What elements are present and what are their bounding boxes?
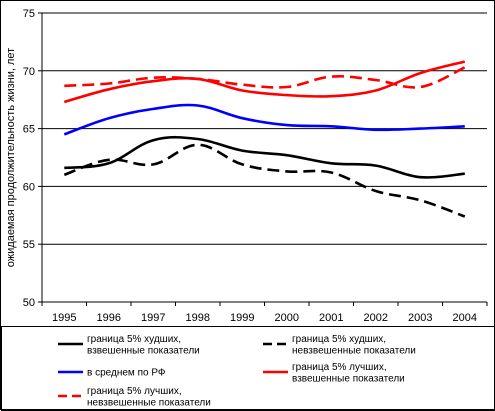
x-tick-label: 2003 <box>408 312 432 324</box>
x-tick-label: 1999 <box>230 312 254 324</box>
x-tick-label: 1995 <box>52 312 76 324</box>
legend-label-4: граница 5% лучших, <box>292 362 387 373</box>
legend-label-5: граница 5% лучших, <box>87 386 182 397</box>
y-axis-label: ожидаемая продолжительность жизни, лет <box>5 48 17 267</box>
legend-box <box>1 326 495 411</box>
y-tick-label: 55 <box>23 239 35 251</box>
grid-lines <box>42 12 487 245</box>
x-tick-label: 2004 <box>453 312 477 324</box>
axes <box>38 12 488 306</box>
legend-label-2: граница 5% худших, <box>292 334 386 345</box>
series-line-4 <box>63 60 466 104</box>
x-tick-label: 2000 <box>275 312 299 324</box>
legend-label-1: взвешенные показатели <box>87 346 200 357</box>
legend-label-5: невзвешенные показатели <box>87 398 211 409</box>
x-tick-label: 1996 <box>97 312 121 324</box>
y-tick-label: 75 <box>23 8 35 20</box>
series-line-3 <box>63 103 465 136</box>
legend-label-3: в среднем по РФ <box>87 368 166 379</box>
x-tick-label: 1998 <box>186 312 210 324</box>
y-tick-label: 65 <box>23 124 35 136</box>
legend-label-1: граница 5% худших, <box>87 334 181 345</box>
legend-label-2: невзвешенные показатели <box>292 346 416 357</box>
tick-labels: 50 55 60 65 70 75 1995 1996 1997 1998 1999 2000 2001… <box>23 8 477 324</box>
legend: граница 5% худших,взвешенные показателиг… <box>1 326 495 411</box>
series-line-2 <box>63 143 466 218</box>
x-tick-label: 1997 <box>141 312 165 324</box>
x-tick-label: 2001 <box>319 312 343 324</box>
series-line-1 <box>64 135 465 179</box>
y-tick-label: 60 <box>23 181 35 193</box>
data-series <box>63 60 466 218</box>
y-tick-label: 70 <box>23 66 35 78</box>
legend-label-4: взвешенные показатели <box>292 374 405 385</box>
x-tick-label: 2002 <box>364 312 388 324</box>
y-tick-label: 50 <box>23 297 35 309</box>
series-line-5 <box>64 66 466 89</box>
